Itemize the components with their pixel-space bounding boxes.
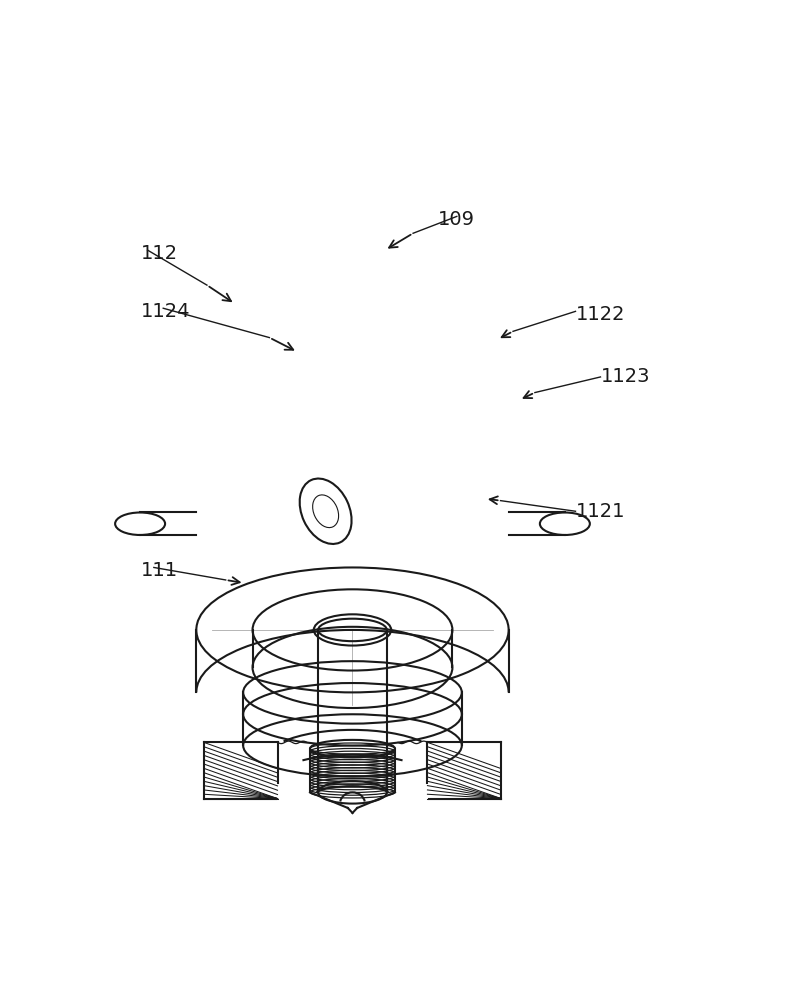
- Text: 1123: 1123: [600, 367, 650, 386]
- Text: 111: 111: [141, 561, 178, 580]
- Text: 112: 112: [141, 244, 178, 263]
- Text: 109: 109: [438, 210, 476, 229]
- Text: 1121: 1121: [575, 502, 625, 521]
- Text: 1122: 1122: [575, 305, 625, 324]
- Text: 1124: 1124: [141, 302, 191, 321]
